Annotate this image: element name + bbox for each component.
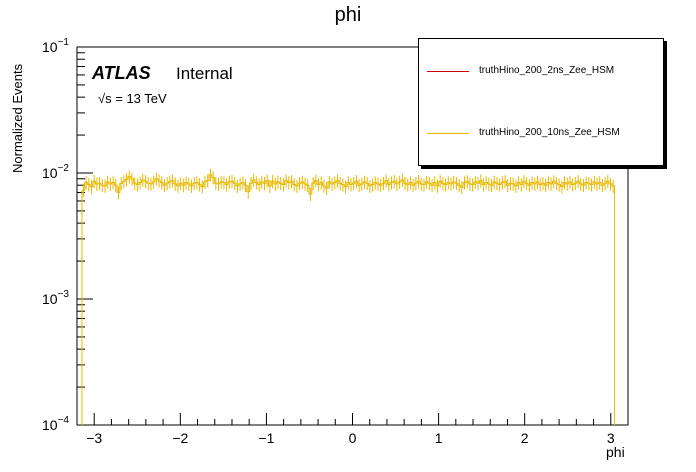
y-tick-label: 10−1 bbox=[42, 37, 69, 55]
internal-label: Internal bbox=[176, 64, 233, 83]
y-axis-ticks: 10−4 10−3 10−2 10−1 bbox=[42, 37, 93, 433]
legend-line-10ns bbox=[427, 133, 469, 134]
y-tick-label: 10−3 bbox=[42, 289, 69, 307]
y-tick-label: 10−2 bbox=[42, 163, 69, 181]
x-tick-label: −2 bbox=[172, 430, 188, 446]
atlas-label: ATLAS bbox=[92, 63, 151, 83]
x-tick-label: −1 bbox=[258, 430, 274, 446]
y-tick-label: 10−4 bbox=[42, 415, 69, 433]
x-tick-label: −3 bbox=[86, 430, 102, 446]
legend: truthHino_200_2ns_Zee_HSM truthHino_200_… bbox=[418, 38, 664, 166]
histogram-series bbox=[81, 168, 616, 425]
legend-line-2ns bbox=[427, 71, 469, 72]
x-tick-label: 2 bbox=[521, 430, 529, 446]
y-axis-label: Normalized Events bbox=[10, 63, 25, 173]
chart-title: phi bbox=[334, 4, 362, 26]
x-tick-label: 3 bbox=[607, 430, 615, 446]
x-tick-label: 1 bbox=[435, 430, 443, 446]
x-tick-label: 0 bbox=[349, 430, 357, 446]
x-axis-ticks: −3 −2 −1 0 1 2 3 bbox=[76, 413, 629, 446]
legend-label-10ns: truthHino_200_10ns_Zee_HSM bbox=[479, 127, 620, 138]
legend-label-2ns: truthHino_200_2ns_Zee_HSM bbox=[479, 65, 615, 76]
histogram-line bbox=[81, 174, 616, 425]
x-axis-label: phi bbox=[606, 444, 625, 460]
energy-label: √s = 13 TeV bbox=[98, 91, 167, 106]
